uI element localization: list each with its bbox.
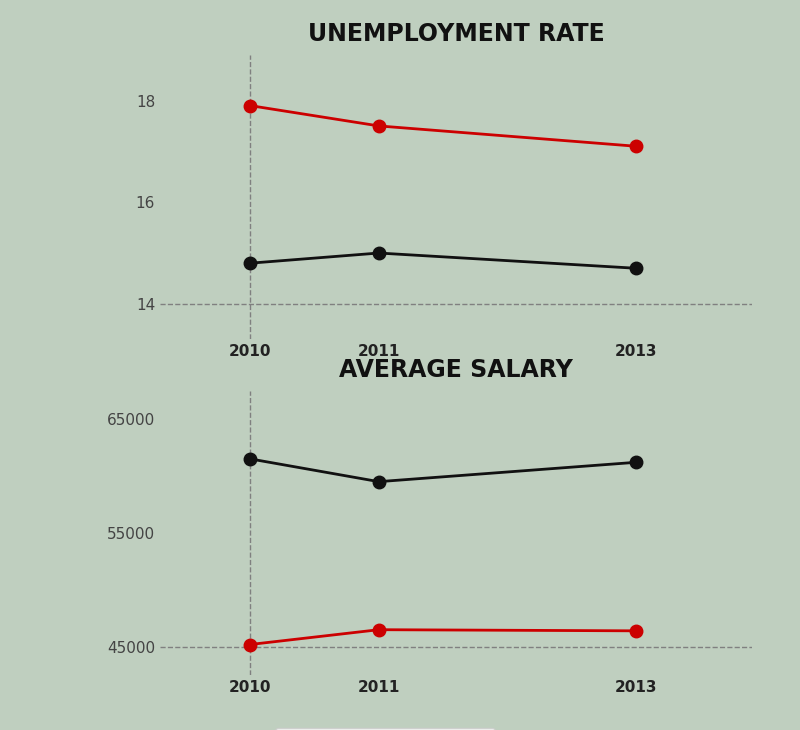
Legend: Miami, Chicago: Miami, Chicago: [275, 729, 495, 730]
Title: UNEMPLOYMENT RATE: UNEMPLOYMENT RATE: [308, 22, 604, 46]
Legend: Miami, Chicago: Miami, Chicago: [275, 393, 495, 424]
Title: AVERAGE SALARY: AVERAGE SALARY: [339, 358, 573, 382]
